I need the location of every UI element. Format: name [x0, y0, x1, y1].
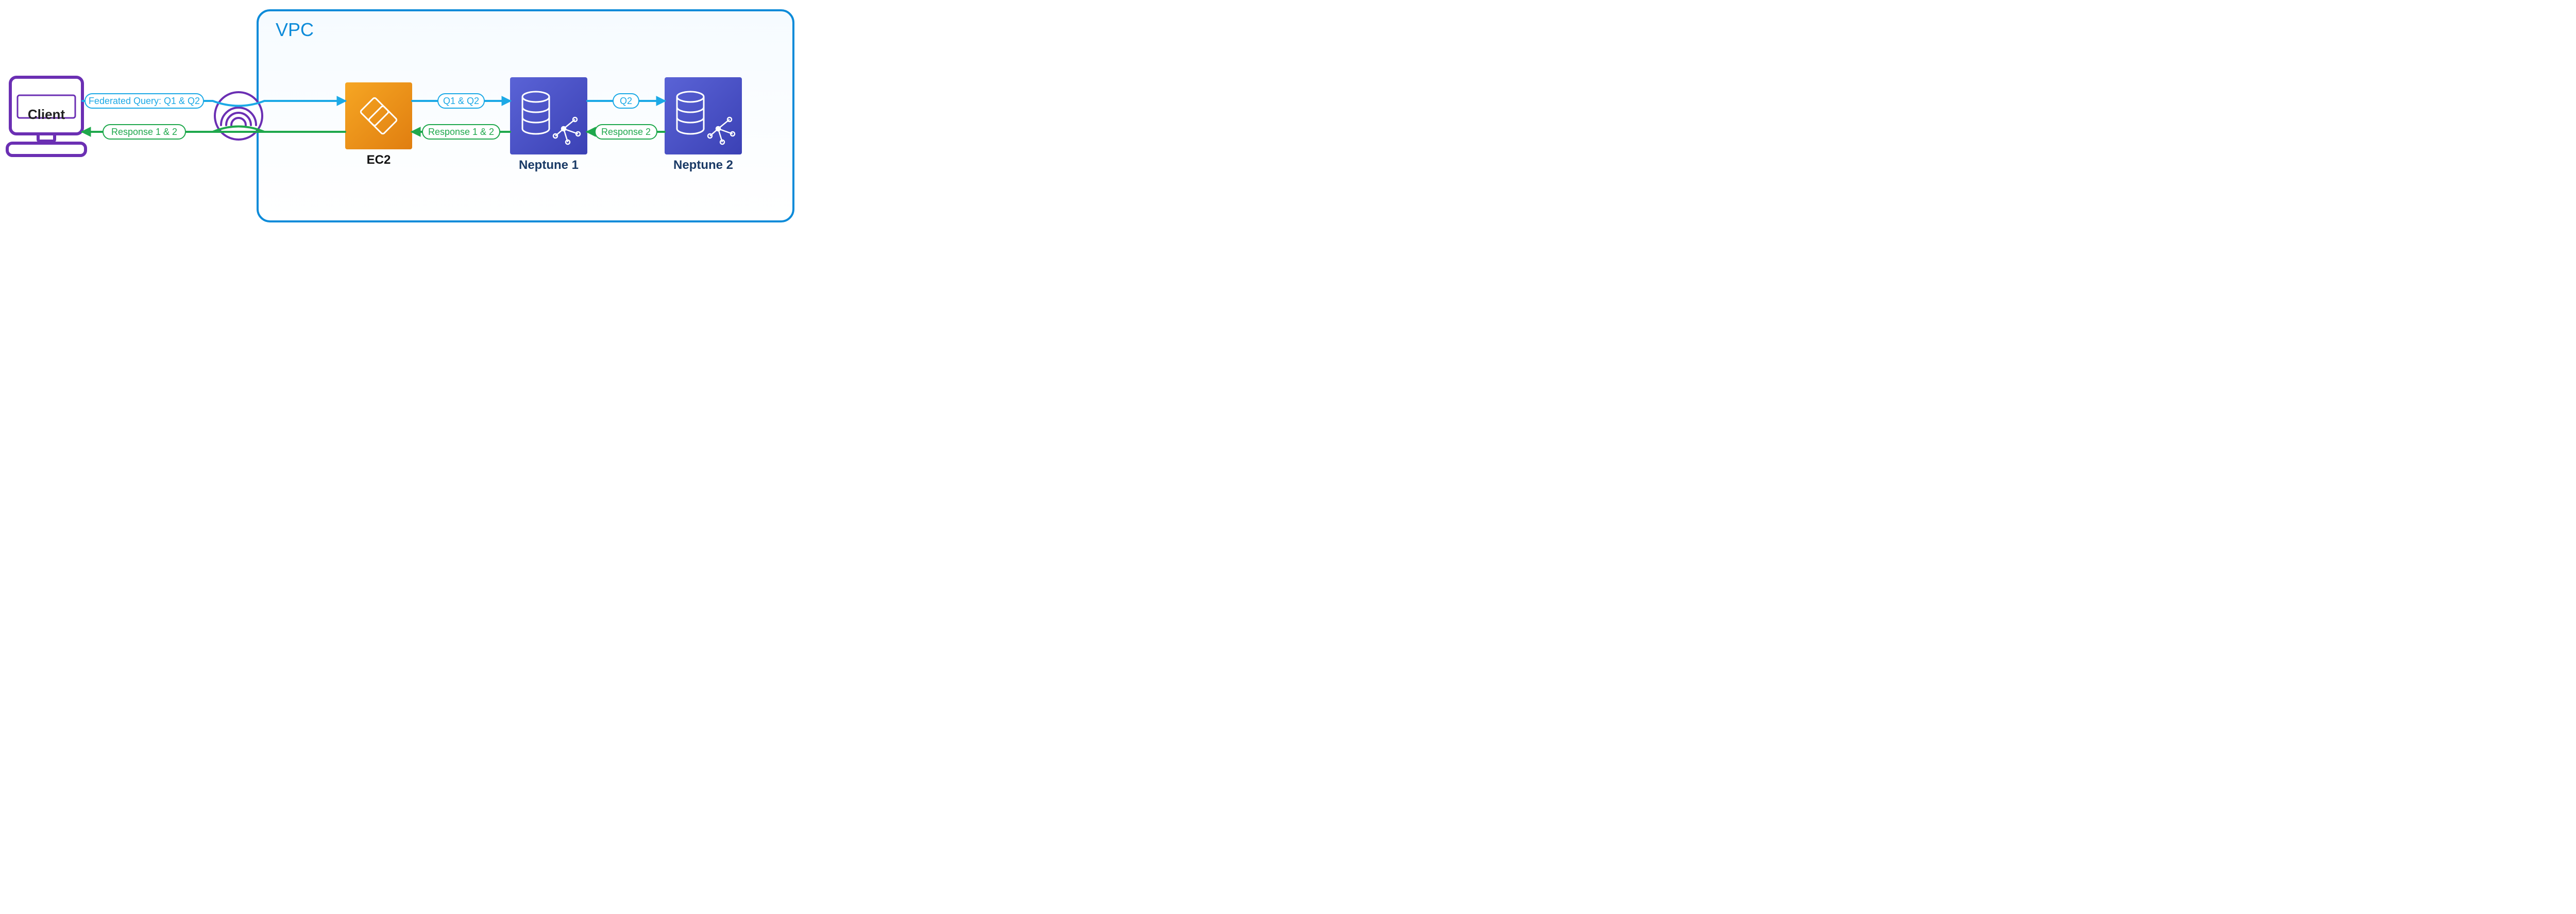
ec2-label: EC2: [367, 153, 391, 167]
req_client_ec2-label: Federated Query: Q1 & Q2: [89, 96, 200, 106]
neptune1-node: Neptune 1: [510, 77, 587, 172]
req_ec2_nep1-label: Q1 & Q2: [443, 96, 479, 106]
resp_nep2_nep1: Response 2: [587, 125, 665, 139]
neptune2-label: Neptune 2: [673, 158, 733, 172]
resp_nep2_nep1-label: Response 2: [601, 127, 651, 137]
neptune1-label: Neptune 1: [519, 158, 579, 172]
vpc-label: VPC: [276, 19, 314, 40]
neptune2-node: Neptune 2: [665, 77, 742, 172]
resp_ec2_client-label: Response 1 & 2: [111, 127, 177, 137]
req_nep1_nep2-label: Q2: [620, 96, 632, 106]
client-node: Client: [7, 77, 86, 156]
client-label: Client: [28, 107, 65, 122]
resp_nep1_ec2-label: Response 1 & 2: [428, 127, 494, 137]
resp_nep1_ec2: Response 1 & 2: [412, 125, 510, 139]
architecture-diagram: VPC Client EC2 Neptune 1 Neptune 2 Federated …: [0, 0, 804, 232]
